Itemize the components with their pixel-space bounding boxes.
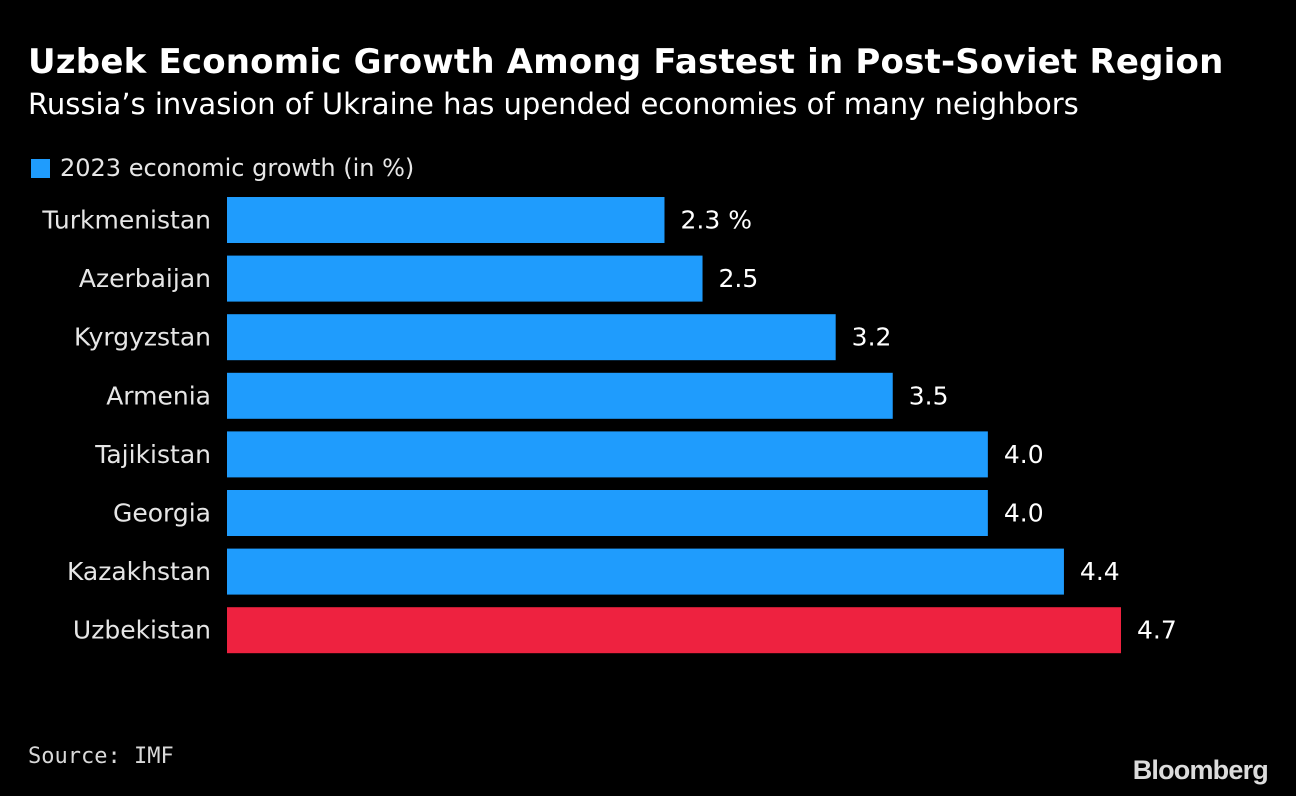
data-label: 3.2: [852, 323, 892, 352]
chart-title: Uzbek Economic Growth Among Fastest in P…: [28, 42, 1224, 82]
data-label: 4.0: [1004, 440, 1044, 469]
bar-kyrgyzstan: [227, 314, 836, 361]
legend-label: 2023 economic growth (in %): [60, 154, 415, 182]
data-label: 2.5: [719, 264, 759, 293]
data-label: 4.4: [1080, 557, 1120, 586]
category-label: Uzbekistan: [73, 616, 211, 645]
bloomberg-logo: Bloomberg: [1132, 755, 1269, 785]
category-label: Georgia: [113, 499, 211, 528]
data-label: 2.3 %: [680, 206, 751, 235]
data-label: 4.7: [1137, 616, 1177, 645]
source-note: Source: IMF: [28, 744, 174, 769]
legend-swatch: [31, 158, 50, 178]
category-label: Azerbaijan: [79, 264, 211, 293]
bar-armenia: [227, 372, 893, 419]
category-label: Kazakhstan: [67, 557, 211, 586]
bar-kazakhstan: [227, 548, 1064, 595]
data-label: 3.5: [909, 381, 949, 410]
category-label: Kyrgyzstan: [74, 323, 211, 352]
chart-subtitle: Russia’s invasion of Ukraine has upended…: [28, 87, 1079, 121]
legend: 2023 economic growth (in %): [31, 151, 414, 185]
category-label: Tajikistan: [94, 440, 211, 469]
category-label: Turkmenistan: [41, 206, 211, 235]
bar-turkmenistan: [227, 197, 665, 243]
bar-georgia: [227, 490, 988, 536]
category-label: Armenia: [106, 381, 211, 410]
data-label: 4.0: [1004, 499, 1044, 528]
bar-azerbaijan: [227, 255, 703, 302]
bar-uzbekistan: [227, 607, 1121, 654]
bar-tajikistan: [227, 431, 988, 478]
